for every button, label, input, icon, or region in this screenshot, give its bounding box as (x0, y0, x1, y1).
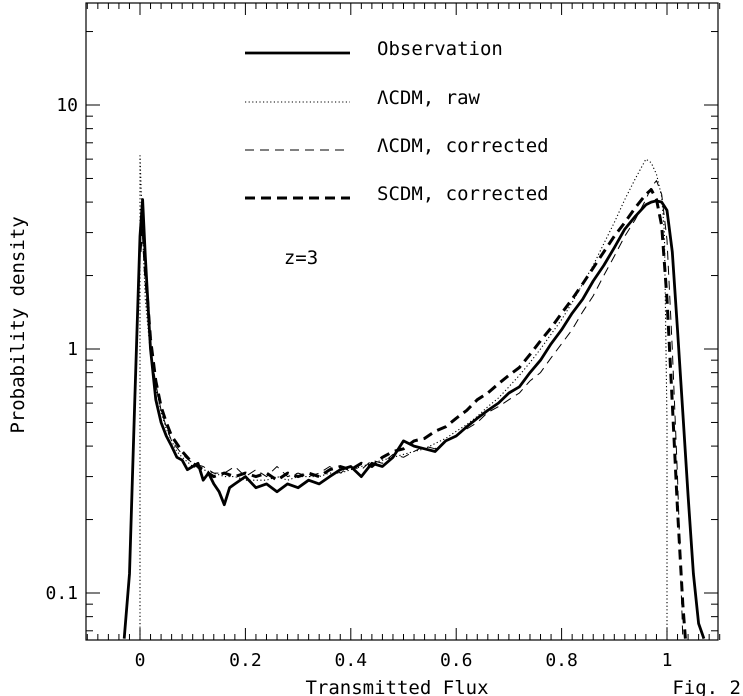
tick-labels: 0 0.2 0.4 0.6 0.8 1 0.1 1 10 (45, 95, 672, 671)
legend-label-1: Observation (377, 38, 503, 60)
x-tick-label: 0.6 (440, 650, 473, 671)
x-axis-label: Transmitted Flux (305, 677, 488, 696)
series-line-1 (122, 198, 706, 640)
figure-number: Fig. 2 (672, 677, 741, 696)
series-line-2 (139, 155, 668, 639)
x-tick-label: 0.2 (229, 650, 262, 671)
legend-label-4: SCDM, corrected (377, 183, 549, 205)
plot-frame (85, 2, 719, 641)
y-axis-label: Probability density (7, 216, 29, 433)
series-line-3 (139, 180, 684, 639)
x-tick-label: 0.4 (335, 650, 368, 671)
axis-ticks (86, 3, 721, 640)
series-line-4 (138, 188, 687, 639)
x-tick-label: 0.8 (545, 650, 578, 671)
plot-border (85, 2, 719, 641)
legend-label-3: ΛCDM, corrected (377, 135, 549, 157)
y-tick-label: 1 (67, 339, 78, 360)
x-tick-label: 1 (662, 650, 673, 671)
series-layer (122, 155, 706, 640)
legend: Observation ΛCDM, raw ΛCDM, corrected SCDM,… (245, 38, 549, 205)
y-tick-label: 10 (56, 95, 78, 116)
redshift-annotation: z=3 (284, 247, 318, 269)
legend-label-2: ΛCDM, raw (377, 87, 481, 109)
y-tick-label: 0.1 (45, 583, 78, 604)
x-tick-label: 0 (135, 650, 146, 671)
